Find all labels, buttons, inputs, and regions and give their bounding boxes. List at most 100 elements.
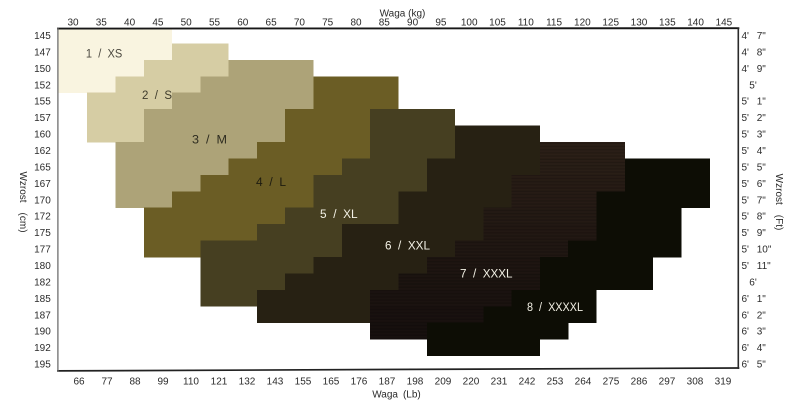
svg-text:100: 100 — [461, 17, 478, 28]
svg-text:242: 242 — [519, 376, 536, 387]
svg-text:2 / S: 2 / S — [142, 90, 172, 102]
svg-text:4' 8": 4' 8" — [742, 47, 767, 58]
svg-text:6 / XXL: 6 / XXL — [385, 241, 431, 253]
svg-text:165: 165 — [323, 376, 340, 387]
svg-text:185: 185 — [34, 294, 51, 305]
svg-text:3 / M: 3 / M — [192, 134, 227, 146]
svg-text:220: 220 — [463, 376, 480, 387]
svg-text:5' 9": 5' 9" — [742, 228, 767, 239]
svg-text:1 / XS: 1 / XS — [86, 48, 123, 60]
svg-text:150: 150 — [34, 64, 51, 75]
svg-text:Waga (Lb): Waga (Lb) — [372, 390, 421, 401]
svg-text:172: 172 — [34, 212, 51, 223]
svg-text:308: 308 — [687, 376, 704, 387]
svg-text:157: 157 — [34, 113, 51, 124]
svg-text:6': 6' — [742, 277, 757, 288]
svg-text:297: 297 — [659, 376, 676, 387]
svg-text:6' 5": 6' 5" — [742, 360, 767, 371]
svg-text:286: 286 — [631, 376, 648, 387]
svg-text:130: 130 — [631, 17, 648, 28]
svg-text:88: 88 — [129, 376, 141, 387]
svg-text:4' 7": 4' 7" — [742, 31, 767, 42]
svg-text:99: 99 — [157, 376, 169, 387]
svg-text:6' 2": 6' 2" — [742, 310, 767, 321]
svg-text:253: 253 — [547, 376, 564, 387]
svg-text:77: 77 — [101, 376, 113, 387]
svg-text:5' 3": 5' 3" — [742, 130, 767, 141]
svg-text:5': 5' — [742, 80, 757, 91]
svg-text:177: 177 — [34, 245, 51, 256]
svg-text:135: 135 — [659, 17, 676, 28]
svg-text:5' 1": 5' 1" — [742, 97, 767, 108]
svg-text:145: 145 — [716, 17, 733, 28]
svg-text:176: 176 — [351, 376, 368, 387]
svg-text:187: 187 — [34, 310, 51, 321]
svg-text:6' 1": 6' 1" — [742, 294, 767, 305]
svg-text:147: 147 — [34, 47, 51, 58]
svg-text:50: 50 — [181, 17, 193, 28]
svg-text:132: 132 — [239, 376, 256, 387]
svg-text:264: 264 — [575, 376, 592, 387]
svg-text:192: 192 — [34, 343, 51, 354]
svg-text:55: 55 — [209, 17, 221, 28]
svg-text:6' 3": 6' 3" — [742, 327, 767, 338]
svg-text:5' 4": 5' 4" — [742, 146, 767, 157]
svg-text:Wzrost (Ft): Wzrost (Ft) — [773, 174, 784, 231]
svg-text:120: 120 — [574, 17, 591, 28]
svg-text:60: 60 — [237, 17, 249, 28]
svg-text:5' 10": 5' 10" — [742, 245, 772, 256]
svg-text:5' 2": 5' 2" — [742, 113, 767, 124]
svg-text:187: 187 — [379, 376, 396, 387]
svg-text:195: 195 — [34, 360, 51, 371]
svg-text:5' 11": 5' 11" — [742, 261, 772, 272]
svg-text:143: 143 — [267, 376, 284, 387]
svg-text:319: 319 — [715, 376, 732, 387]
svg-text:231: 231 — [491, 376, 508, 387]
svg-text:121: 121 — [211, 376, 228, 387]
svg-text:145: 145 — [34, 31, 51, 42]
svg-text:5' 7": 5' 7" — [742, 195, 767, 206]
svg-text:275: 275 — [603, 376, 620, 387]
svg-text:190: 190 — [34, 327, 51, 338]
svg-text:155: 155 — [34, 97, 51, 108]
svg-text:66: 66 — [73, 376, 85, 387]
svg-text:155: 155 — [295, 376, 312, 387]
svg-text:45: 45 — [152, 17, 164, 28]
svg-text:8 / XXXXL: 8 / XXXXL — [527, 302, 584, 314]
svg-text:5' 6": 5' 6" — [742, 179, 767, 190]
svg-text:65: 65 — [266, 17, 278, 28]
svg-text:5' 5": 5' 5" — [742, 162, 767, 173]
svg-text:110: 110 — [183, 376, 199, 387]
svg-text:152: 152 — [34, 80, 51, 91]
svg-text:175: 175 — [34, 228, 51, 239]
svg-text:170: 170 — [34, 195, 51, 206]
svg-text:105: 105 — [489, 17, 506, 28]
svg-text:160: 160 — [34, 130, 51, 141]
svg-text:110: 110 — [518, 17, 534, 28]
svg-text:209: 209 — [435, 376, 452, 387]
svg-text:5 / XL: 5 / XL — [320, 209, 358, 221]
svg-text:115: 115 — [546, 17, 562, 28]
svg-text:198: 198 — [407, 376, 424, 387]
svg-text:4 / L: 4 / L — [256, 177, 287, 189]
svg-text:182: 182 — [34, 277, 51, 288]
svg-text:Wzrost (cm): Wzrost (cm) — [17, 171, 28, 232]
svg-text:Waga (kg): Waga (kg) — [380, 8, 426, 19]
svg-text:35: 35 — [96, 17, 108, 28]
svg-text:75: 75 — [322, 17, 334, 28]
svg-text:80: 80 — [350, 17, 362, 28]
svg-text:165: 165 — [34, 162, 51, 173]
svg-text:4' 9": 4' 9" — [742, 64, 767, 75]
svg-text:180: 180 — [34, 261, 51, 272]
svg-text:40: 40 — [124, 17, 136, 28]
svg-text:167: 167 — [34, 179, 51, 190]
svg-text:70: 70 — [294, 17, 306, 28]
svg-text:162: 162 — [34, 146, 51, 157]
svg-text:30: 30 — [67, 17, 79, 28]
svg-text:95: 95 — [435, 17, 447, 28]
svg-text:5' 8": 5' 8" — [742, 212, 767, 223]
svg-text:125: 125 — [602, 17, 619, 28]
svg-text:7 / XXXL: 7 / XXXL — [460, 268, 513, 280]
svg-text:140: 140 — [687, 17, 704, 28]
svg-text:6' 4": 6' 4" — [742, 343, 767, 354]
